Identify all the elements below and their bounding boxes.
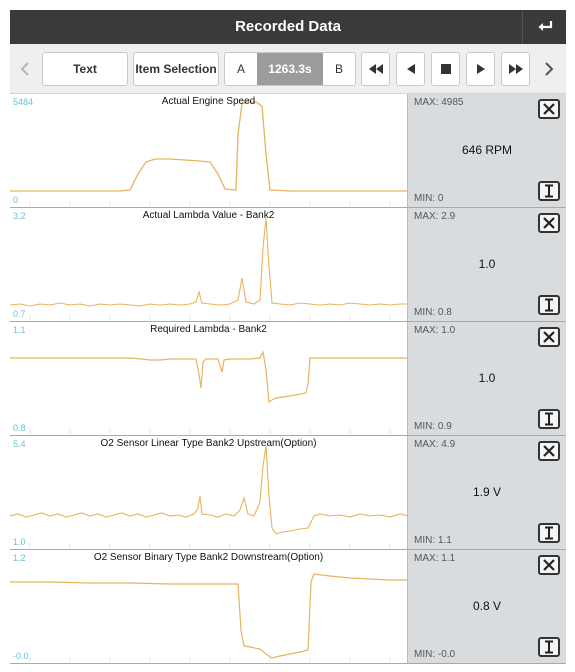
stop-icon [440,64,451,74]
min-value: MIN: 0.8 [414,307,452,318]
scale-max-label: 3.2 [13,211,26,221]
scale-max-label: 1.1 [13,325,26,335]
max-value: MAX: 4985 [414,97,464,108]
min-value: MIN: 1.1 [414,535,452,546]
play-icon [476,64,485,74]
close-graph-button[interactable] [538,213,560,233]
scale-max-label: 5.4 [13,439,26,449]
close-icon [543,217,555,229]
graph-panel-actual-lambda: 3.2 0.7 Actual Lambda Value - Bank2 MAX:… [10,208,566,322]
scale-min-label: -0.0 [13,651,29,661]
min-value: MIN: 0.9 [414,421,452,432]
value-panel: MAX: 1.0 1.0 MIN: 0.9 [408,322,566,435]
chevron-right-icon [545,62,554,76]
close-icon [543,331,555,343]
graph-area[interactable]: 1.2 -0.0 O2 Sensor Binary Type Bank2 Dow… [10,550,408,663]
playback-toolbar: Text Item Selection A 1263.3s B [10,44,566,94]
required-lambda-trace [10,350,408,434]
scale-max-label: 1.2 [13,553,26,563]
scale-max-label: 5484 [13,97,34,107]
title-bar: Recorded Data [10,10,566,44]
text-cursor-icon [545,526,553,540]
close-graph-button[interactable] [538,327,560,347]
max-value: MAX: 4.9 [414,439,456,450]
graph-panel-engine-speed: 5484 0 Actual Engine Speed MAX: 4985 646… [10,94,566,208]
recorded-graphs: 5484 0 Actual Engine Speed MAX: 4985 646… [10,94,566,664]
scroll-right-button[interactable] [538,52,560,86]
close-graph-button[interactable] [538,555,560,575]
value-panel: MAX: 4.9 1.9 V MIN: 1.1 [408,436,566,549]
text-button[interactable]: Text [42,52,128,86]
marker-a-button[interactable]: A [236,62,245,76]
time-readout: 1263.3s [257,53,323,85]
scale-min-label: 0 [13,195,19,205]
scale-min-label: 1.0 [13,537,26,547]
o2-downstream-trace [10,573,408,662]
play-button[interactable] [466,52,495,86]
graph-title: Actual Engine Speed [161,96,256,107]
current-value: 1.9 V [472,485,502,499]
cursor-toggle-button[interactable] [538,181,560,201]
graph-area[interactable]: 5.4 1.0 O2 Sensor Linear Type Bank2 Upst… [10,436,408,549]
value-panel: MAX: 2.9 1.0 MIN: 0.8 [408,208,566,321]
graph-panel-o2-upstream: 5.4 1.0 O2 Sensor Linear Type Bank2 Upst… [10,436,566,550]
text-cursor-icon [545,298,553,312]
graph-title: O2 Sensor Linear Type Bank2 Upstream(Opt… [100,438,317,449]
scale-min-label: 0.7 [13,309,26,319]
page-title: Recorded Data [235,18,341,35]
play-reverse-icon [406,64,415,74]
scale-min-label: 0.8 [13,423,26,433]
close-icon [543,559,555,571]
value-panel: MAX: 4985 646 RPM MIN: 0 [408,94,566,207]
current-value: 0.8 V [472,599,502,613]
current-value: 1.0 [478,257,496,271]
graph-panel-o2-downstream: 1.2 -0.0 O2 Sensor Binary Type Bank2 Dow… [10,550,566,664]
text-cursor-icon [545,412,553,426]
max-value: MAX: 2.9 [414,211,456,222]
current-value: 1.0 [478,371,496,385]
max-value: MAX: 1.1 [414,553,456,564]
text-cursor-icon [545,640,553,654]
scroll-left-button[interactable] [14,52,36,86]
return-button[interactable] [522,10,566,44]
max-value: MAX: 1.0 [414,325,456,336]
min-value: MIN: 0 [414,193,444,204]
close-icon [543,103,555,115]
stop-button[interactable] [431,52,460,86]
graph-title: O2 Sensor Binary Type Bank2 Downstream(O… [93,552,324,563]
current-value: 646 RPM [461,143,513,157]
cursor-toggle-button[interactable] [538,295,560,315]
graph-panel-required-lambda: 1.1 0.8 Required Lambda - Bank2 MAX: 1.0… [10,322,566,436]
value-panel: MAX: 1.1 0.8 V MIN: -0.0 [408,550,566,663]
graph-title: Actual Lambda Value - Bank2 [142,210,275,221]
fast-rewind-button[interactable] [361,52,390,86]
step-back-button[interactable] [396,52,425,86]
actual-lambda-trace [10,217,408,320]
chevron-left-icon [20,62,29,76]
graph-area[interactable]: 1.1 0.8 Required Lambda - Bank2 [10,322,408,435]
cursor-toggle-button[interactable] [538,409,560,429]
return-arrow-icon [538,21,552,31]
engine-speed-trace [10,101,408,206]
close-graph-button[interactable] [538,99,560,119]
fast-forward-button[interactable] [501,52,530,86]
item-selection-button[interactable]: Item Selection [133,52,219,86]
fast-rewind-icon [368,64,383,74]
graph-title: Required Lambda - Bank2 [150,324,267,335]
close-icon [543,445,555,457]
cursor-toggle-button[interactable] [538,637,560,657]
ab-marker-control: A 1263.3s B [224,52,356,86]
graph-area[interactable]: 3.2 0.7 Actual Lambda Value - Bank2 [10,208,408,321]
cursor-toggle-button[interactable] [538,523,560,543]
fast-forward-icon [508,64,523,74]
min-value: MIN: -0.0 [414,649,456,660]
graph-area[interactable]: 5484 0 Actual Engine Speed [10,94,408,207]
marker-b-button[interactable]: B [334,62,343,76]
close-graph-button[interactable] [538,441,560,461]
text-cursor-icon [545,184,553,198]
o2-upstream-trace [10,445,408,548]
